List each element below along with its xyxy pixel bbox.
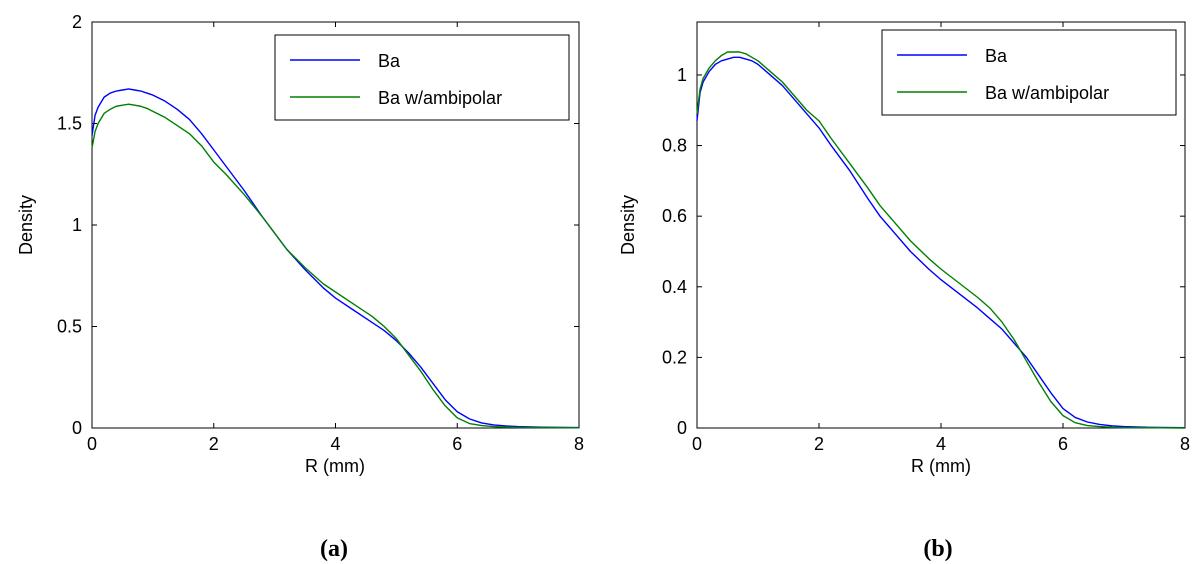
- y-tick-label-a-4: 2: [72, 12, 82, 32]
- legend-box-a: [274, 34, 570, 121]
- y-tick-label-b-2: 0.4: [662, 277, 687, 297]
- x-tick-label-b-1: 2: [814, 434, 824, 454]
- y-tick-label-b-1: 0.2: [662, 347, 687, 367]
- ticks-a: 0 2 4 6 8 0 0.5 1 1.5 2: [57, 12, 584, 454]
- ticks-b: 0 2 4 6 8 0 0.2 0.4 0.6 0.8 1: [662, 22, 1190, 454]
- y-tick-label-b-4: 0.8: [662, 136, 687, 156]
- panel-label-a: (a): [320, 536, 348, 562]
- legend-label-ba-a: Ba: [378, 51, 401, 71]
- legend-b: Ba Ba w/ambipolar: [881, 29, 1177, 116]
- series-a: [91, 88, 580, 429]
- y-tick-label-a-2: 1: [72, 215, 82, 235]
- x-tick-label-a-2: 4: [330, 434, 340, 454]
- legend-box-b: [881, 29, 1177, 116]
- y-axis-label-a: Density: [16, 195, 36, 255]
- series-line-ba-ambipolar-b: [696, 51, 1186, 429]
- panel-a: 0 2 4 6 8 0 0.5 1 1.5 2 R (mm) Density Ba Ba w/am…: [16, 12, 584, 562]
- y-axis-label-b: Density: [618, 195, 638, 255]
- x-axis-label-b: R (mm): [911, 456, 971, 476]
- series-line-ba-ambipolar-a: [91, 103, 580, 429]
- panel-label-b: (b): [923, 536, 952, 562]
- x-tick-label-a-0: 0: [87, 434, 97, 454]
- x-tick-label-b-0: 0: [692, 434, 702, 454]
- y-tick-label-a-1: 0.5: [57, 317, 82, 337]
- legend-label-ba-b: Ba: [985, 46, 1008, 66]
- y-tick-label-b-5: 1: [677, 65, 687, 85]
- y-tick-label-a-0: 0: [72, 418, 82, 438]
- legend-a: Ba Ba w/ambipolar: [274, 34, 570, 121]
- y-tick-label-a-3: 1.5: [57, 114, 82, 134]
- legend-label-ambipolar-a: Ba w/ambipolar: [378, 88, 502, 108]
- x-tick-label-b-3: 6: [1058, 434, 1068, 454]
- x-tick-label-b-4: 8: [1180, 434, 1190, 454]
- series-b: [696, 51, 1186, 429]
- x-tick-label-a-3: 6: [452, 434, 462, 454]
- legend-label-ambipolar-b: Ba w/ambipolar: [985, 83, 1109, 103]
- y-tick-label-b-0: 0: [677, 418, 687, 438]
- x-tick-label-a-4: 8: [574, 434, 584, 454]
- y-tick-label-b-3: 0.6: [662, 206, 687, 226]
- panel-b: 0 2 4 6 8 0 0.2 0.4 0.6 0.8 1 R (mm) Density Ba Ba…: [618, 21, 1190, 562]
- x-tick-label-b-2: 4: [936, 434, 946, 454]
- series-line-ba-b: [696, 56, 1186, 429]
- x-axis-label-a: R (mm): [305, 456, 365, 476]
- x-tick-label-a-1: 2: [209, 434, 219, 454]
